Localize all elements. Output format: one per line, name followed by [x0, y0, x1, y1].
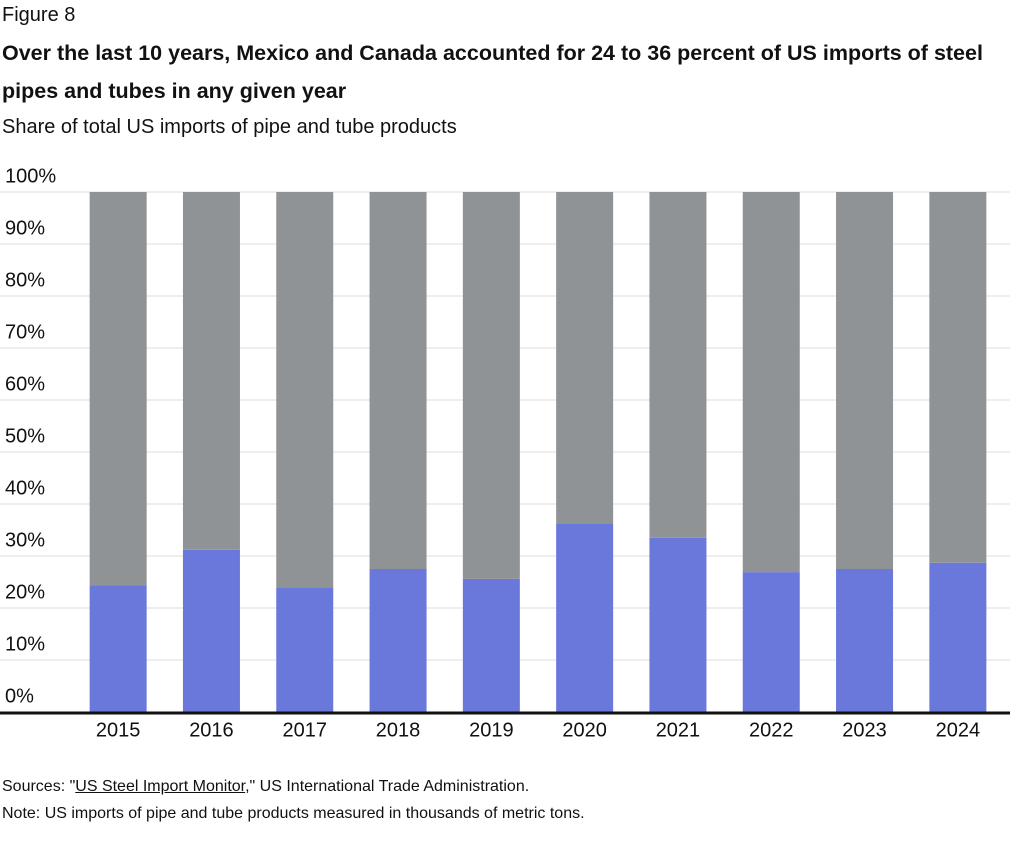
x-tick-label: 2016 — [189, 719, 234, 741]
x-tick-label: 2019 — [469, 719, 514, 741]
bar-segment — [276, 587, 334, 712]
x-tick-label: 2023 — [842, 719, 887, 741]
bar-segment — [462, 578, 520, 712]
x-tick-label: 2024 — [936, 719, 981, 741]
bar-segment — [182, 192, 240, 550]
x-tick-label: 2022 — [749, 719, 794, 741]
bar-segment — [276, 192, 334, 588]
y-tick-label: 40% — [5, 477, 45, 499]
x-tick-label: 2021 — [656, 719, 701, 741]
x-tick-label: 2020 — [562, 719, 607, 741]
y-tick-label: 100% — [5, 165, 56, 187]
y-tick-label: 10% — [5, 633, 45, 655]
bar-segment — [89, 192, 147, 586]
y-tick-label: 70% — [5, 321, 45, 343]
bar-segment — [182, 549, 240, 712]
sources-prefix: Sources: " — [2, 778, 76, 795]
bar-segment — [929, 562, 987, 712]
chart-subtitle: Share of total US imports of pipe and tu… — [2, 116, 457, 138]
bar-segment — [742, 192, 800, 573]
source-link[interactable]: US Steel Import Monitor — [75, 778, 246, 795]
bar-segment — [369, 192, 427, 569]
y-tick-label: 0% — [5, 685, 34, 707]
y-tick-label: 50% — [5, 425, 45, 447]
bar-segment — [649, 192, 707, 538]
note: Note: US imports of pipe and tube produc… — [2, 805, 585, 822]
chart: 0% 10% 20% 30% 40% 50% 60% 70% 80% 90% 100% 2015 201… — [0, 165, 1010, 741]
y-tick-label: 80% — [5, 269, 45, 291]
y-tick-label: 90% — [5, 217, 45, 239]
x-tick-label: 2017 — [283, 719, 328, 741]
figure-label: Figure 8 — [2, 4, 76, 26]
y-tick-label: 60% — [5, 373, 45, 395]
bar-segment — [556, 523, 614, 712]
bar-segment — [462, 192, 520, 579]
bar-segment — [929, 192, 987, 563]
bar-segment — [369, 569, 427, 712]
y-tick-label: 30% — [5, 529, 45, 551]
bar-segment — [836, 192, 894, 569]
x-tick-label: 2018 — [376, 719, 421, 741]
sources-suffix: ," US International Trade Administration… — [245, 778, 530, 795]
sources: Sources: "US Steel Import Monitor," US I… — [2, 778, 529, 796]
bar-segment — [89, 585, 147, 712]
chart-title: Over the last 10 years, Mexico and Canad… — [2, 41, 983, 103]
bar-segment — [556, 192, 614, 524]
bar-segment — [742, 572, 800, 712]
bar-segment — [649, 537, 707, 712]
bar-segment — [836, 569, 894, 712]
x-tick-label: 2015 — [96, 719, 141, 741]
y-tick-label: 20% — [5, 581, 45, 603]
